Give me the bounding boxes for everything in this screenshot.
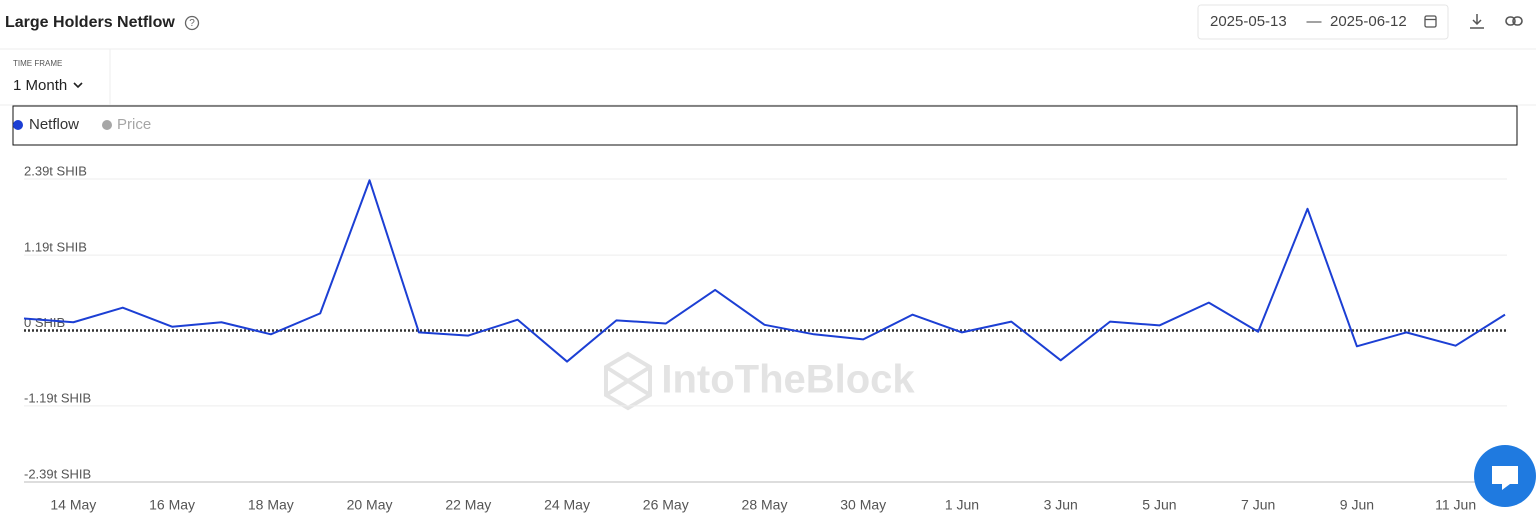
x-tick-label: 24 May <box>544 497 590 513</box>
timeframe-value[interactable]: 1 Month <box>13 77 67 94</box>
dropdown-arrow[interactable] <box>73 82 83 89</box>
x-tick-label: 26 May <box>643 497 689 513</box>
link-icon[interactable] <box>1505 16 1523 26</box>
date-range[interactable] <box>1197 4 1449 40</box>
y-tick-label: 0 SHIB <box>24 315 65 330</box>
x-tick-label: 3 Jun <box>1044 497 1078 513</box>
chat-button[interactable] <box>1474 445 1536 507</box>
y-tick-label: -1.19t SHIB <box>24 390 91 405</box>
watermark: IntoTheBlock <box>661 358 915 402</box>
x-tick-label: 9 Jun <box>1340 497 1374 513</box>
watermark-logo <box>604 351 652 411</box>
y-tick-label: -2.39t SHIB <box>24 466 91 481</box>
x-tick-label: 1 Jun <box>945 497 979 513</box>
x-tick-label: 30 May <box>840 497 886 513</box>
calendar-icon[interactable] <box>1424 15 1437 28</box>
svg-text:?: ? <box>189 18 195 29</box>
x-tick-label: 5 Jun <box>1142 497 1176 513</box>
y-tick-label: 2.39t SHIB <box>24 163 87 178</box>
date-to: 2025-06-12 <box>1330 13 1407 30</box>
legend <box>12 105 1518 146</box>
x-tick-label: 7 Jun <box>1241 497 1275 513</box>
legend-label: Netflow <box>29 116 79 133</box>
x-tick-label: 28 May <box>742 497 788 513</box>
x-tick-label: 14 May <box>50 497 96 513</box>
timeframe-label: TIME FRAME <box>13 59 62 68</box>
x-tick-label: 16 May <box>149 497 195 513</box>
legend-label: Price <box>117 116 151 133</box>
date-from: 2025-05-13 <box>1210 13 1287 30</box>
y-tick-label: 1.19t SHIB <box>24 240 87 255</box>
legend-marker <box>102 120 112 130</box>
legend-marker <box>13 120 23 130</box>
date-separator: — <box>1307 13 1322 30</box>
x-tick-label: 22 May <box>445 497 491 513</box>
download-icon[interactable] <box>1470 14 1484 29</box>
x-tick-label: 11 Jun <box>1435 497 1476 513</box>
x-tick-label: 18 May <box>248 497 294 513</box>
x-tick-label: 20 May <box>347 497 393 513</box>
series-line <box>23 179 1506 363</box>
help-icon[interactable]: ? <box>184 15 200 31</box>
chart-title: Large Holders Netflow <box>5 14 175 31</box>
